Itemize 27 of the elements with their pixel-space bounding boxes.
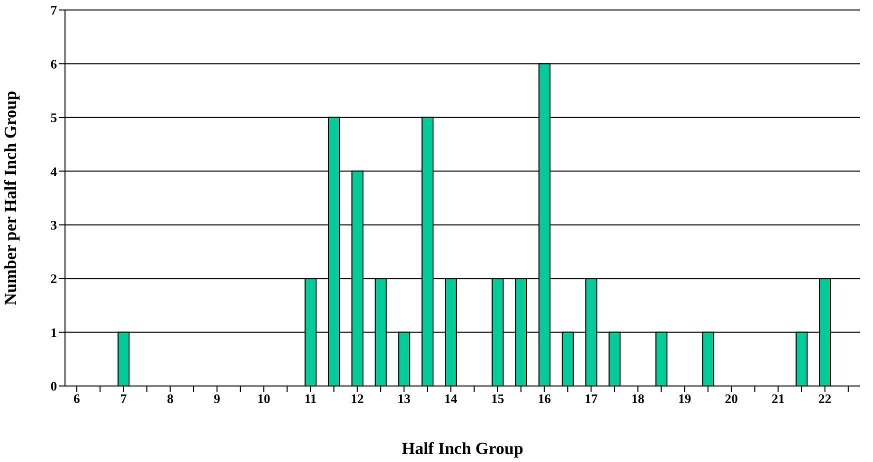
y-tick-label: 1 [50,324,57,340]
x-tick-label: 17 [584,391,598,406]
y-tick-label: 2 [50,271,57,286]
y-tick-label: 7 [50,2,58,18]
y-tick-label: 3 [50,217,58,232]
y-axis-title: Number per Half Inch Group [1,90,20,306]
x-tick-label: 9 [214,391,221,406]
y-tick-label: 0 [50,378,57,394]
y-tick-label: 4 [50,164,58,179]
x-tick-label: 22 [818,391,832,406]
x-axis-title: Half Inch Group [402,439,524,458]
x-tick-label: 19 [678,391,692,406]
x-tick-label: 12 [350,391,364,406]
x-tick-label: 20 [724,391,738,406]
y-tick-label: 6 [50,56,58,72]
x-tick-label: 14 [444,391,458,406]
x-tick-label: 21 [772,391,785,406]
x-tick-label: 13 [398,391,412,406]
x-tick-label: 10 [257,391,270,406]
x-tick-label: 8 [166,391,174,406]
x-tick-label: 11 [304,391,317,406]
x-tick-label: 6 [73,391,80,406]
x-tick-label: 15 [491,391,505,406]
x-tick-label: 18 [631,391,645,406]
y-tick-label: 5 [50,110,58,126]
x-tick-label: 7 [120,391,128,406]
x-tick-label: 16 [538,391,552,406]
